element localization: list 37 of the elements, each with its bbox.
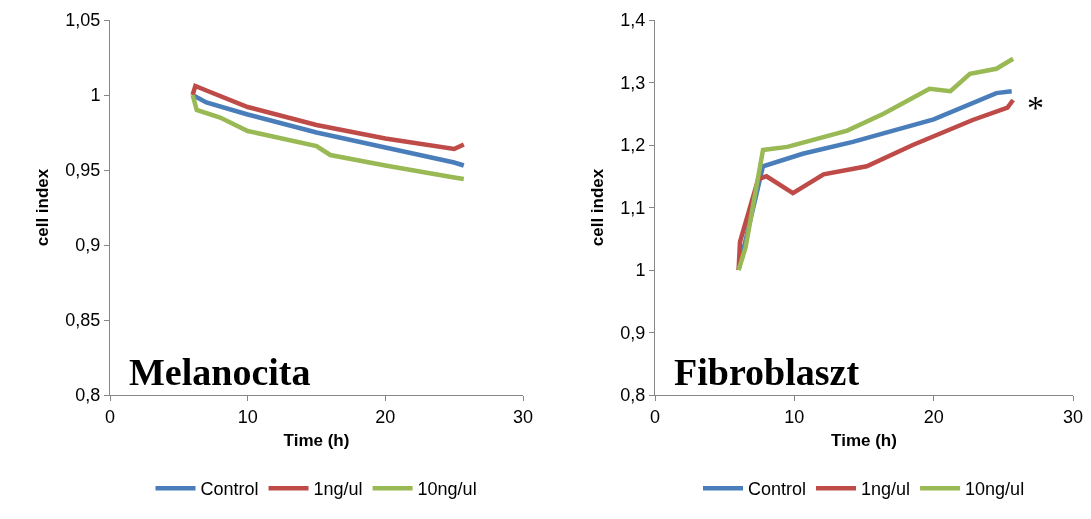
y-tick-label: 1,4 — [620, 10, 646, 31]
y-tick-label: 0,8 — [620, 385, 646, 406]
legend-label: 1ng/ul — [313, 479, 363, 500]
y-tick-label: 1,3 — [620, 72, 646, 93]
y-tick-label: 0,85 — [65, 310, 101, 331]
legend-label: Control — [748, 479, 807, 500]
legend-label: 1ng/ul — [861, 479, 911, 500]
y-tick-label: 1,2 — [620, 135, 646, 156]
y-tick-label: 0,9 — [75, 235, 101, 256]
x-tick-label: 30 — [512, 406, 534, 427]
y-tick-label: 0,8 — [75, 385, 101, 406]
x-tick-label: 20 — [375, 406, 396, 427]
x-tick-label: 0 — [104, 406, 116, 427]
legend-label: 10ng/ul — [417, 479, 477, 500]
annotation: * — [1027, 89, 1044, 126]
line-series — [190, 92, 467, 182]
legend-label: Control — [200, 479, 259, 500]
annotation: Melanocita — [129, 351, 311, 393]
y-axis-title: cell index — [32, 168, 52, 247]
legend-label: 10ng/ul — [965, 479, 1025, 500]
y-tick-label: 1,1 — [620, 197, 646, 218]
y-tick-label: 1 — [90, 85, 101, 106]
x-tick-label: 30 — [1062, 406, 1084, 427]
y-tick-label: 0,9 — [620, 322, 646, 343]
y-axis-title: cell index — [587, 168, 607, 247]
y-tick-label: 0,95 — [65, 160, 101, 181]
line-series — [736, 56, 1016, 273]
x-axis-title: Time (h) — [283, 431, 350, 450]
x-tick-label: 20 — [923, 406, 944, 427]
x-axis-title: Time (h) — [831, 431, 897, 450]
y-tick-label: 1,05 — [65, 10, 101, 31]
x-tick-label: 0 — [649, 406, 661, 427]
line-series — [190, 83, 467, 152]
x-tick-label: 10 — [237, 406, 258, 427]
x-tick-label: 10 — [784, 406, 805, 427]
y-tick-label: 1 — [635, 260, 646, 281]
annotation: Fibroblaszt — [674, 351, 860, 393]
